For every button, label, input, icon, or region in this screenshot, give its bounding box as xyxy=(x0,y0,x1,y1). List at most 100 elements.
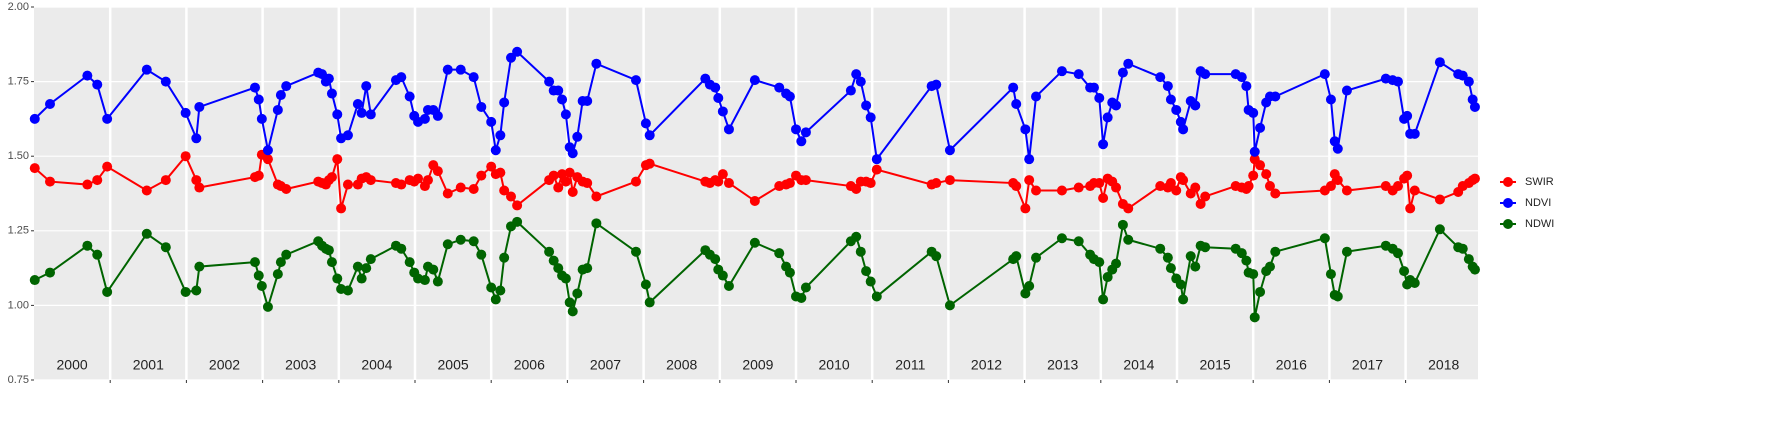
point xyxy=(499,252,510,263)
point xyxy=(1102,112,1113,123)
point xyxy=(1094,93,1105,104)
point xyxy=(1341,85,1352,96)
point xyxy=(1409,185,1420,196)
point xyxy=(413,173,424,184)
point xyxy=(644,130,655,141)
point xyxy=(396,243,407,254)
point xyxy=(468,236,479,247)
point xyxy=(944,300,955,311)
point xyxy=(1319,69,1330,80)
point xyxy=(1031,252,1042,263)
point xyxy=(1270,91,1281,102)
point xyxy=(1434,194,1445,205)
point xyxy=(855,76,866,87)
point xyxy=(352,98,363,109)
point xyxy=(499,185,510,196)
point xyxy=(931,251,942,262)
point xyxy=(871,291,882,302)
point xyxy=(557,169,568,180)
point xyxy=(717,270,728,281)
point xyxy=(1155,72,1166,83)
point xyxy=(365,109,376,120)
point xyxy=(800,175,811,186)
point xyxy=(432,276,443,287)
point xyxy=(442,188,453,199)
point xyxy=(102,113,113,124)
point xyxy=(468,72,479,83)
point xyxy=(365,175,376,186)
point xyxy=(1056,66,1067,77)
point xyxy=(640,279,651,290)
point xyxy=(1020,203,1031,214)
point xyxy=(640,118,651,129)
point xyxy=(851,231,862,242)
point xyxy=(352,261,363,272)
point xyxy=(1200,242,1211,253)
point xyxy=(1123,234,1134,245)
point xyxy=(572,288,583,299)
point xyxy=(548,170,559,181)
point xyxy=(396,179,407,190)
point xyxy=(644,158,655,169)
point xyxy=(591,218,602,229)
point xyxy=(29,113,40,124)
point xyxy=(1195,198,1206,209)
point xyxy=(1165,94,1176,105)
point xyxy=(342,130,353,141)
point xyxy=(432,166,443,177)
point xyxy=(553,182,564,193)
point xyxy=(486,161,497,172)
point xyxy=(1094,178,1105,189)
year-label: 2002 xyxy=(209,357,240,373)
point xyxy=(1270,188,1281,199)
legend-key xyxy=(1503,219,1513,229)
point xyxy=(1011,251,1022,262)
point xyxy=(1392,248,1403,259)
point xyxy=(29,163,40,174)
point xyxy=(1341,185,1352,196)
point xyxy=(630,246,641,257)
point xyxy=(442,239,453,250)
point xyxy=(82,70,93,81)
point xyxy=(486,282,497,293)
point xyxy=(272,269,283,280)
point xyxy=(1117,67,1128,78)
point xyxy=(644,297,655,308)
point xyxy=(1165,263,1176,274)
point xyxy=(180,151,191,162)
point xyxy=(871,164,882,175)
point xyxy=(404,91,415,102)
point xyxy=(1073,182,1084,193)
point xyxy=(1123,58,1134,69)
point xyxy=(419,113,430,124)
point xyxy=(476,101,487,112)
point xyxy=(717,169,728,180)
point xyxy=(512,46,523,57)
legend-label: SWIR xyxy=(1525,176,1554,188)
point xyxy=(1171,104,1182,115)
point xyxy=(455,234,466,245)
point xyxy=(326,172,337,183)
point xyxy=(1325,181,1336,192)
point xyxy=(323,73,334,84)
point xyxy=(476,170,487,181)
point xyxy=(944,145,955,156)
year-label: 2006 xyxy=(514,357,545,373)
point xyxy=(1165,178,1176,189)
point xyxy=(249,82,260,93)
point xyxy=(1264,181,1275,192)
legend-label: NDWI xyxy=(1525,218,1554,230)
point xyxy=(1200,191,1211,202)
point xyxy=(262,145,273,156)
point xyxy=(160,242,171,253)
y-tick-label: 0.75 xyxy=(8,374,29,386)
point xyxy=(92,79,103,90)
point xyxy=(356,273,367,284)
point xyxy=(796,292,807,303)
point xyxy=(944,175,955,186)
point xyxy=(1175,279,1186,290)
point xyxy=(1155,243,1166,254)
point xyxy=(784,267,795,278)
point xyxy=(572,131,583,142)
point xyxy=(332,109,343,120)
